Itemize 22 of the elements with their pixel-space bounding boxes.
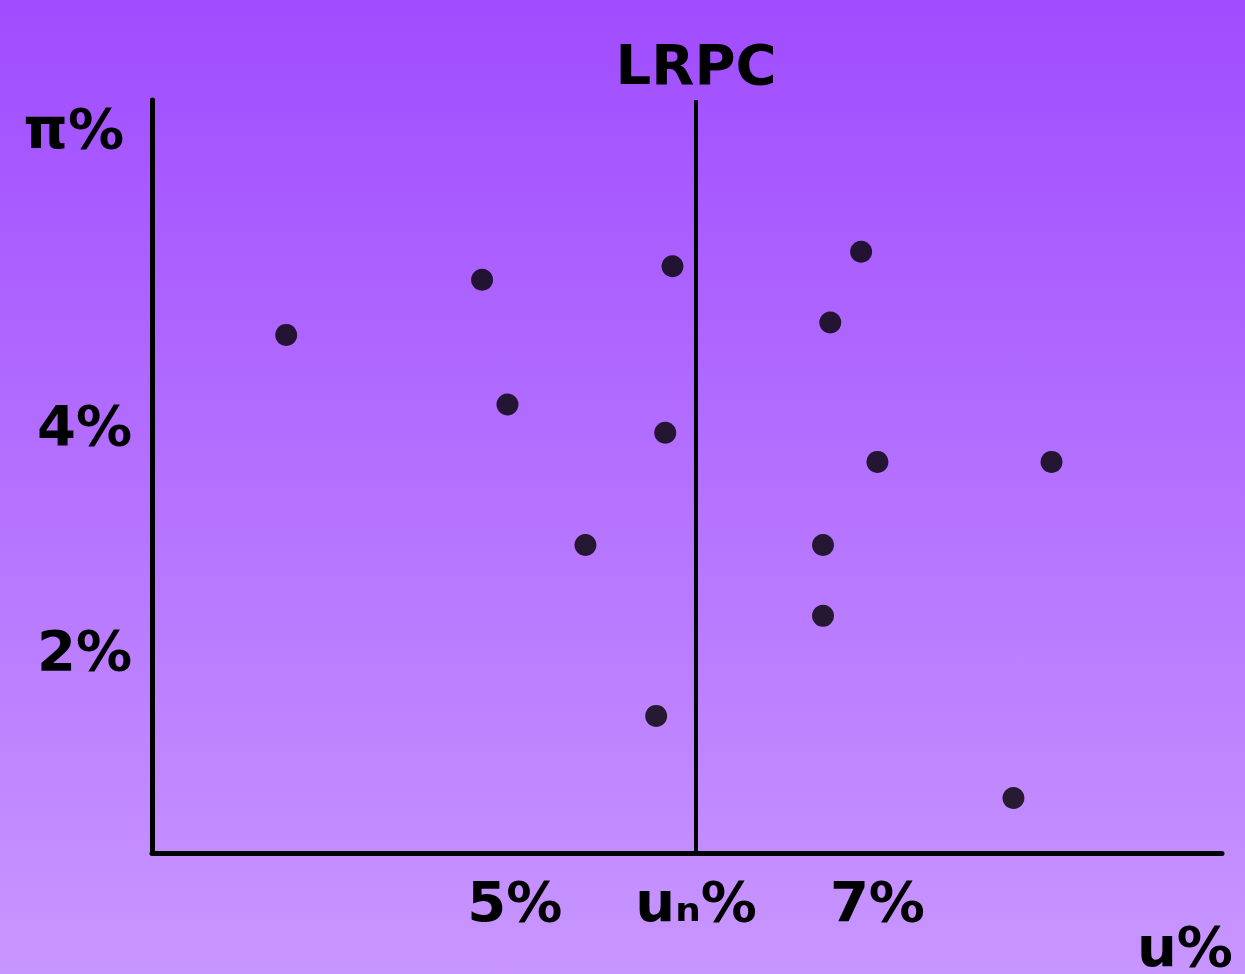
x-axis-title: u%	[1137, 913, 1233, 974]
point	[812, 604, 835, 627]
point	[654, 421, 677, 444]
point	[812, 534, 835, 557]
point	[1002, 786, 1025, 809]
x-tick-label: 5%	[467, 868, 563, 934]
y-tick-label: 2%	[36, 618, 132, 684]
x-tick-label: uₙ%	[635, 868, 757, 934]
ref-line-label: LRPC	[615, 31, 777, 97]
y-tick-label: 4%	[36, 393, 132, 459]
point	[471, 268, 494, 291]
point	[850, 240, 873, 263]
point	[661, 255, 684, 278]
point	[275, 323, 298, 346]
y-axis-title: π%	[23, 95, 124, 161]
point	[645, 704, 668, 727]
point	[496, 393, 519, 416]
point	[574, 534, 597, 557]
point	[1040, 450, 1063, 473]
point	[819, 311, 842, 334]
point	[866, 450, 889, 473]
x-tick-label: 7%	[829, 868, 925, 934]
